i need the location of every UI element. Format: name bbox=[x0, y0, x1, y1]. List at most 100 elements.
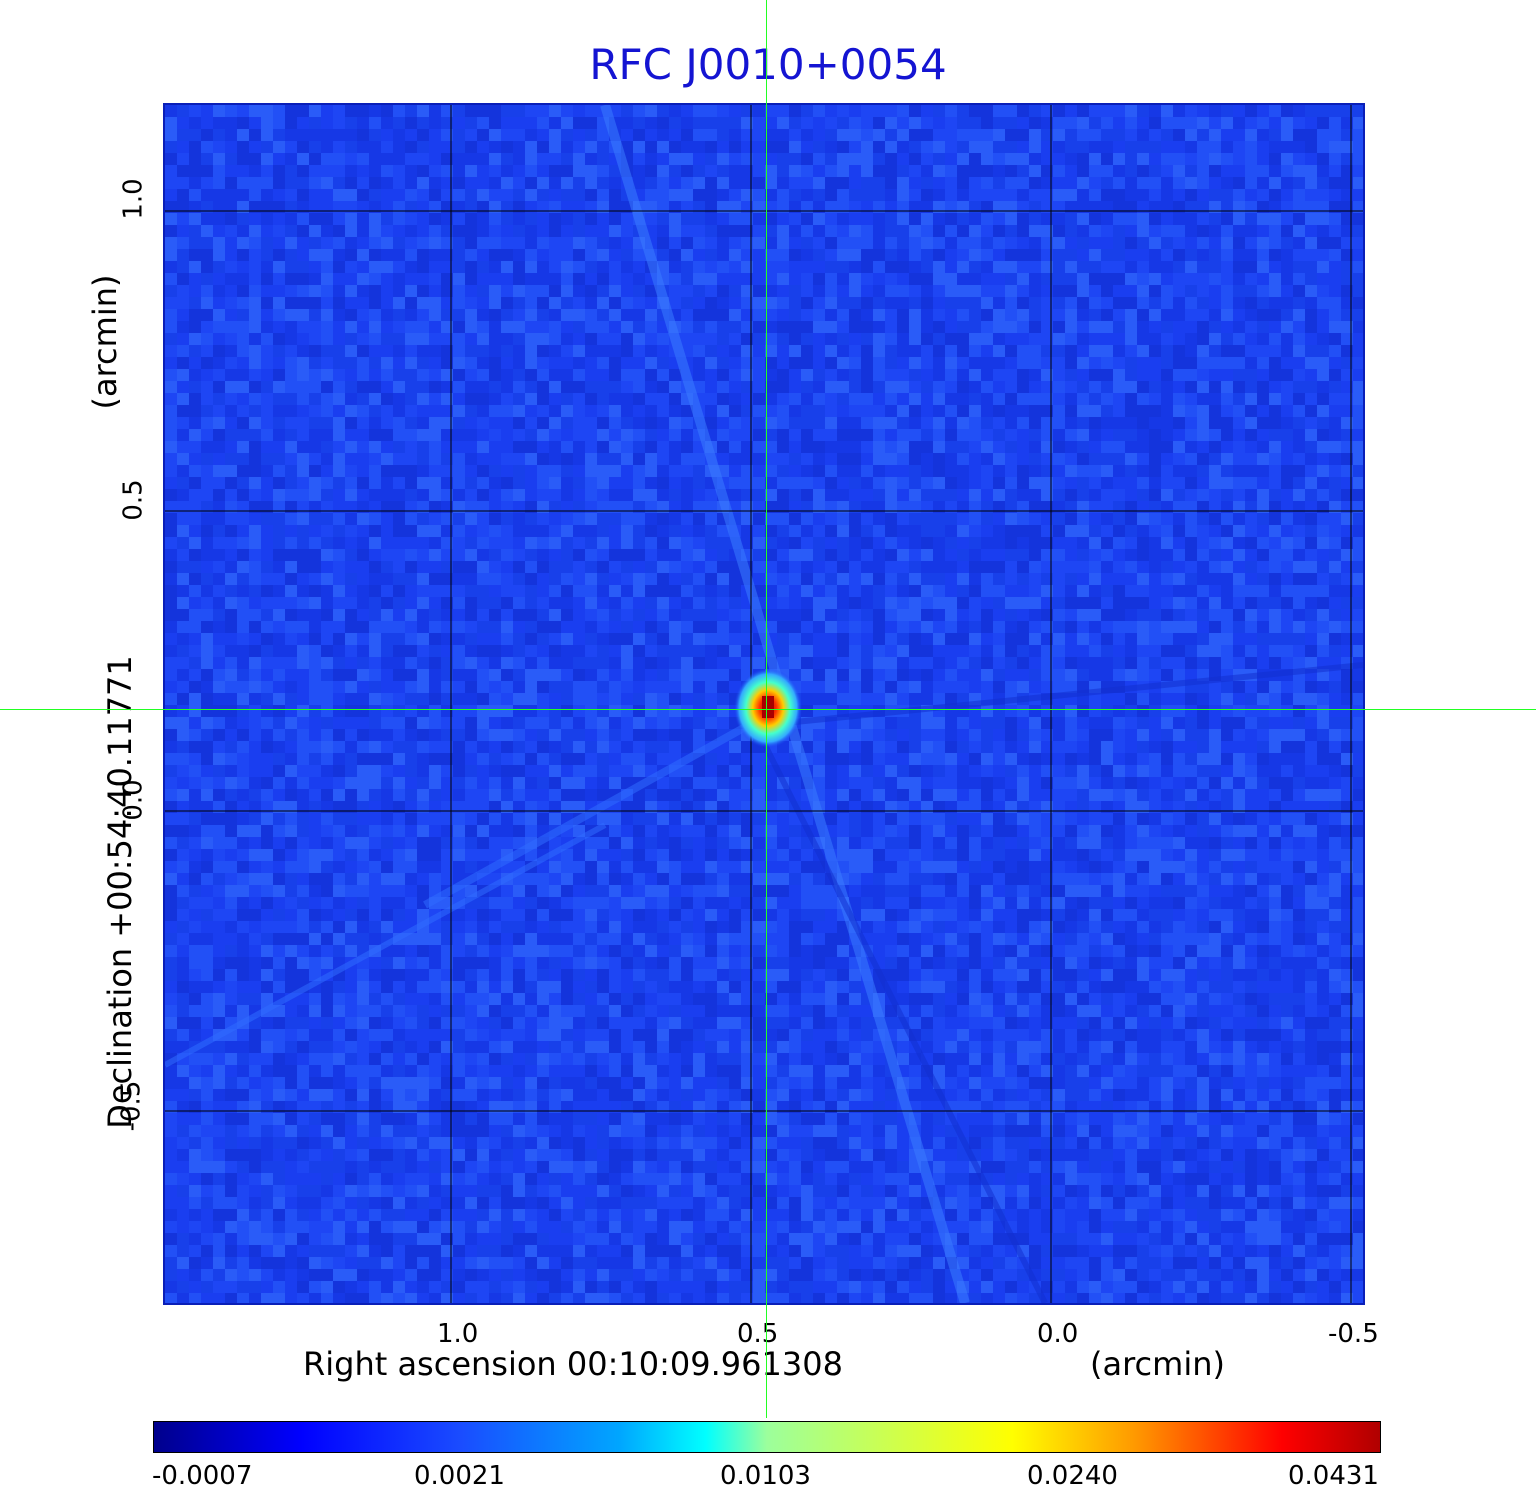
noise-pixel bbox=[225, 393, 237, 405]
noise-pixel bbox=[741, 261, 753, 273]
noise-pixel bbox=[465, 285, 477, 297]
noise-pixel bbox=[933, 225, 945, 237]
noise-pixel bbox=[333, 621, 345, 633]
noise-pixel bbox=[1209, 441, 1221, 453]
noise-pixel bbox=[213, 693, 225, 705]
noise-pixel bbox=[825, 141, 837, 153]
noise-pixel bbox=[297, 585, 309, 597]
noise-pixel bbox=[945, 621, 957, 633]
noise-pixel bbox=[1005, 261, 1017, 273]
noise-pixel bbox=[465, 669, 477, 681]
noise-pixel bbox=[573, 657, 585, 669]
noise-pixel bbox=[849, 621, 861, 633]
noise-pixel bbox=[1281, 285, 1293, 297]
noise-pixel bbox=[1257, 213, 1269, 225]
noise-pixel bbox=[837, 429, 849, 441]
noise-pixel bbox=[1113, 117, 1125, 129]
noise-pixel bbox=[897, 321, 909, 333]
noise-pixel bbox=[1065, 333, 1077, 345]
noise-pixel bbox=[657, 669, 669, 681]
noise-pixel bbox=[1197, 213, 1209, 225]
noise-pixel bbox=[1281, 249, 1293, 261]
noise-pixel bbox=[753, 273, 765, 285]
noise-pixel bbox=[813, 321, 825, 333]
noise-pixel bbox=[1269, 645, 1281, 657]
noise-pixel bbox=[501, 441, 513, 453]
noise-pixel bbox=[693, 585, 705, 597]
noise-pixel bbox=[741, 417, 753, 429]
noise-pixel bbox=[309, 645, 321, 657]
noise-pixel bbox=[777, 477, 789, 489]
noise-pixel bbox=[165, 429, 177, 441]
noise-pixel bbox=[777, 645, 789, 657]
noise-pixel bbox=[273, 333, 285, 345]
noise-pixel bbox=[225, 369, 237, 381]
noise-pixel bbox=[1341, 165, 1353, 177]
noise-pixel bbox=[1089, 189, 1101, 201]
noise-pixel bbox=[357, 201, 369, 213]
noise-pixel bbox=[249, 525, 261, 537]
noise-pixel bbox=[213, 525, 225, 537]
noise-pixel bbox=[777, 213, 789, 225]
noise-pixel bbox=[993, 225, 1005, 237]
noise-pixel bbox=[693, 561, 705, 573]
noise-pixel bbox=[405, 189, 417, 201]
noise-pixel bbox=[1293, 165, 1305, 177]
noise-pixel bbox=[777, 513, 789, 525]
noise-pixel bbox=[1221, 465, 1233, 477]
noise-pixel bbox=[1245, 321, 1257, 333]
noise-pixel bbox=[1281, 381, 1293, 393]
noise-pixel bbox=[609, 345, 621, 357]
noise-pixel bbox=[969, 429, 981, 441]
noise-pixel bbox=[945, 297, 957, 309]
noise-pixel bbox=[1077, 585, 1089, 597]
noise-pixel bbox=[765, 405, 777, 417]
noise-pixel bbox=[1173, 441, 1185, 453]
noise-pixel bbox=[705, 153, 717, 165]
noise-pixel bbox=[1077, 357, 1089, 369]
noise-pixel bbox=[957, 477, 969, 489]
noise-pixel bbox=[717, 609, 729, 621]
noise-pixel bbox=[513, 321, 525, 333]
noise-pixel bbox=[645, 285, 657, 297]
noise-pixel bbox=[597, 657, 609, 669]
noise-pixel bbox=[249, 465, 261, 477]
noise-pixel bbox=[789, 417, 801, 429]
noise-pixel bbox=[909, 201, 921, 213]
noise-pixel bbox=[261, 621, 273, 633]
noise-pixel bbox=[429, 333, 441, 345]
noise-pixel bbox=[945, 129, 957, 141]
noise-pixel bbox=[945, 285, 957, 297]
noise-pixel bbox=[1293, 621, 1305, 633]
noise-pixel bbox=[873, 225, 885, 237]
noise-pixel bbox=[717, 645, 729, 657]
noise-pixel bbox=[753, 177, 765, 189]
noise-pixel bbox=[825, 693, 837, 705]
noise-pixel bbox=[1185, 297, 1197, 309]
noise-pixel bbox=[441, 393, 453, 405]
noise-pixel bbox=[261, 525, 273, 537]
noise-pixel bbox=[525, 285, 537, 297]
noise-pixel bbox=[585, 297, 597, 309]
noise-pixel bbox=[1029, 561, 1041, 573]
noise-pixel bbox=[717, 429, 729, 441]
noise-pixel bbox=[669, 105, 681, 117]
noise-pixel bbox=[201, 273, 213, 285]
noise-pixel bbox=[489, 237, 501, 249]
noise-pixel bbox=[645, 165, 657, 177]
noise-pixel bbox=[633, 393, 645, 405]
noise-pixel bbox=[1269, 189, 1281, 201]
noise-pixel bbox=[585, 693, 597, 705]
noise-pixel bbox=[621, 657, 633, 669]
noise-pixel bbox=[309, 405, 321, 417]
noise-pixel bbox=[765, 273, 777, 285]
noise-pixel bbox=[1101, 381, 1113, 393]
noise-pixel bbox=[1341, 189, 1353, 201]
noise-pixel bbox=[525, 585, 537, 597]
noise-pixel bbox=[381, 525, 393, 537]
noise-pixel bbox=[285, 681, 297, 693]
noise-pixel bbox=[705, 669, 717, 681]
noise-pixel bbox=[573, 681, 585, 693]
noise-pixel bbox=[1029, 525, 1041, 537]
noise-pixel bbox=[705, 357, 717, 369]
